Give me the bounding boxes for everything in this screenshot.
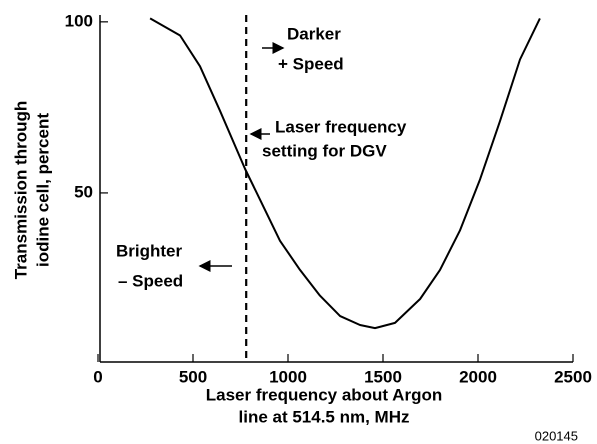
annotation: Brighter bbox=[116, 241, 183, 260]
y-tick-label: 50 bbox=[74, 182, 93, 201]
annotation: – Speed bbox=[118, 271, 183, 290]
y-axis-label: Transmission through bbox=[11, 101, 30, 280]
figure-id: 020145 bbox=[535, 428, 578, 443]
annotation: + Speed bbox=[278, 54, 344, 73]
annotation: Darker bbox=[287, 24, 341, 43]
x-tick-label: 2000 bbox=[459, 367, 497, 386]
x-axis-label: line at 514.5 nm, MHz bbox=[239, 407, 410, 426]
transmission-curve bbox=[149, 17, 541, 330]
x-axis-label: Laser frequency about Argon bbox=[206, 385, 442, 404]
y-axis-label: iodine cell, percent bbox=[33, 113, 52, 267]
x-tick-label: 500 bbox=[179, 367, 207, 386]
annotation: setting for DGV bbox=[262, 141, 387, 160]
annotation: Laser frequency bbox=[275, 117, 407, 136]
y-tick-label: 100 bbox=[65, 11, 93, 30]
x-tick-label: 0 bbox=[93, 367, 102, 386]
x-tick-label: 1500 bbox=[364, 367, 402, 386]
x-tick-label: 1000 bbox=[269, 367, 307, 386]
x-tick-label: 2500 bbox=[554, 367, 592, 386]
